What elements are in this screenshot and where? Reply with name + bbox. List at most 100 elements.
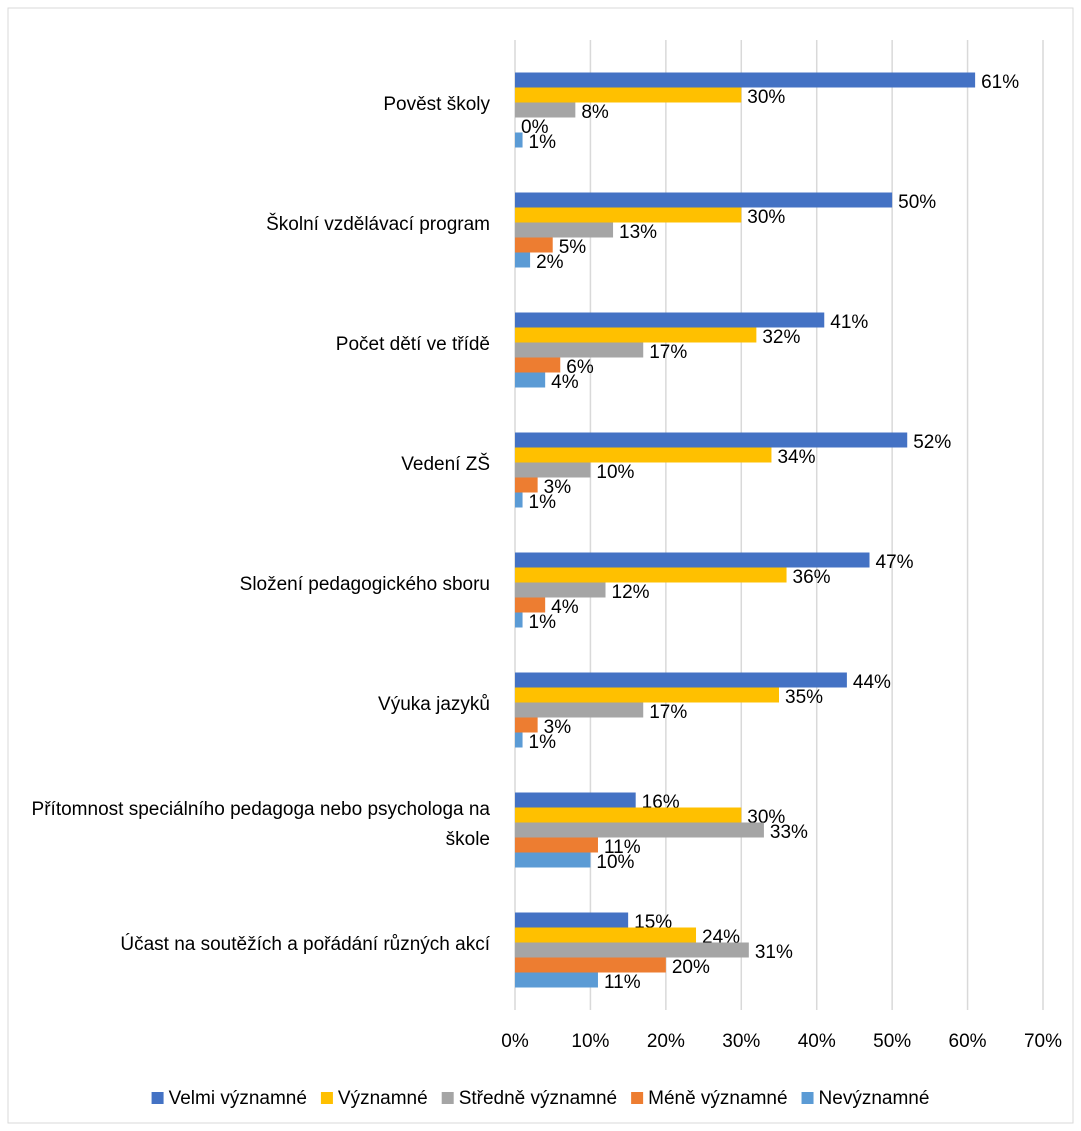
bar <box>515 192 893 208</box>
data-label: 2% <box>536 252 564 273</box>
bar <box>515 132 523 148</box>
data-label: 30% <box>747 87 785 108</box>
y-tick-label: Přítomnost speciálního pedagoga nebo psy… <box>32 799 491 850</box>
bar <box>515 432 908 448</box>
x-tick-label: 70% <box>1024 1031 1062 1052</box>
bar <box>515 207 742 223</box>
data-label: 1% <box>529 132 557 153</box>
x-tick-label: 20% <box>647 1031 685 1052</box>
legend-label: Nevýznamné <box>819 1088 930 1109</box>
legend-swatch <box>631 1092 644 1104</box>
y-tick-label: Školní vzdělávací program <box>266 213 490 235</box>
bar <box>515 372 546 388</box>
bar <box>515 852 591 868</box>
data-label: 4% <box>551 372 579 393</box>
data-label: 17% <box>649 702 687 723</box>
data-label: 36% <box>793 567 831 588</box>
bar <box>515 342 644 358</box>
bar <box>515 102 576 118</box>
bar <box>515 612 523 628</box>
data-label: 3% <box>544 477 572 498</box>
data-label: 33% <box>770 822 808 843</box>
bar <box>515 957 666 973</box>
data-label: 0% <box>521 117 549 138</box>
x-tick-label: 0% <box>501 1031 529 1052</box>
bar <box>515 72 976 88</box>
data-label: 4% <box>551 597 579 618</box>
bar <box>515 717 538 733</box>
data-label: 10% <box>596 852 634 873</box>
bar <box>515 252 531 268</box>
data-label: 32% <box>762 327 800 348</box>
bar <box>515 552 870 568</box>
bar <box>515 567 787 583</box>
legend-swatch <box>151 1092 164 1104</box>
data-label: 20% <box>672 957 710 978</box>
data-label: 3% <box>544 717 572 738</box>
y-tick-label: Výuka jazyků <box>378 694 490 715</box>
data-label: 13% <box>619 222 657 243</box>
legend-label: Významné <box>338 1088 428 1109</box>
bar <box>515 312 825 328</box>
data-label: 41% <box>830 312 868 333</box>
data-label: 5% <box>559 237 587 258</box>
legend-label: Méně významné <box>648 1088 787 1109</box>
legend-swatch <box>320 1092 333 1104</box>
bar <box>515 672 847 688</box>
data-label: 10% <box>596 462 634 483</box>
bar <box>515 912 629 928</box>
data-label: 52% <box>913 432 951 453</box>
data-label: 44% <box>853 672 891 693</box>
bar <box>515 927 697 943</box>
bar <box>515 477 538 493</box>
bar <box>515 792 636 808</box>
bar <box>515 822 764 838</box>
x-tick-label: 40% <box>798 1031 836 1052</box>
data-label: 11% <box>604 837 641 858</box>
data-label: 47% <box>876 552 914 573</box>
data-label: 1% <box>529 612 557 633</box>
bar <box>515 462 591 478</box>
bar <box>515 837 598 853</box>
bar <box>515 972 598 988</box>
bar <box>515 807 742 823</box>
legend-swatch <box>801 1092 814 1104</box>
bar <box>515 357 561 373</box>
bar <box>515 582 606 598</box>
data-label: 61% <box>981 72 1019 93</box>
data-label: 31% <box>755 942 793 963</box>
bar <box>515 222 614 238</box>
bar <box>515 492 523 508</box>
bar <box>515 687 779 703</box>
data-label: 1% <box>529 492 557 513</box>
data-label: 1% <box>529 732 557 753</box>
bar <box>515 702 644 718</box>
bar <box>515 87 742 103</box>
bar <box>515 237 553 253</box>
x-tick-label: 50% <box>873 1031 911 1052</box>
y-tick-label: Počet dětí ve třídě <box>336 334 490 355</box>
bar <box>515 597 546 613</box>
legend-label: Středně významné <box>459 1088 617 1109</box>
x-tick-label: 10% <box>571 1031 609 1052</box>
y-tick-label: Účast na soutěžích a pořádání různých ak… <box>120 933 490 955</box>
data-label: 50% <box>898 192 936 213</box>
bar <box>515 327 757 343</box>
data-label: 17% <box>649 342 687 363</box>
data-label: 6% <box>566 357 594 378</box>
x-tick-label: 30% <box>722 1031 760 1052</box>
legend-swatch <box>441 1092 454 1104</box>
data-label: 8% <box>581 102 609 123</box>
y-tick-label: Pověst školy <box>383 94 490 115</box>
y-tick-label: Složení pedagogického sboru <box>240 574 490 595</box>
data-label: 12% <box>612 582 650 603</box>
legend-label: Velmi významné <box>169 1088 307 1109</box>
bar <box>515 447 772 463</box>
x-tick-label: 60% <box>949 1031 987 1052</box>
data-label: 30% <box>747 207 785 228</box>
y-tick-label: Vedení ZŠ <box>401 453 490 475</box>
bar <box>515 732 523 748</box>
bar <box>515 942 749 958</box>
legend: Velmi významné Významné Středně významné Mé… <box>151 1088 930 1109</box>
